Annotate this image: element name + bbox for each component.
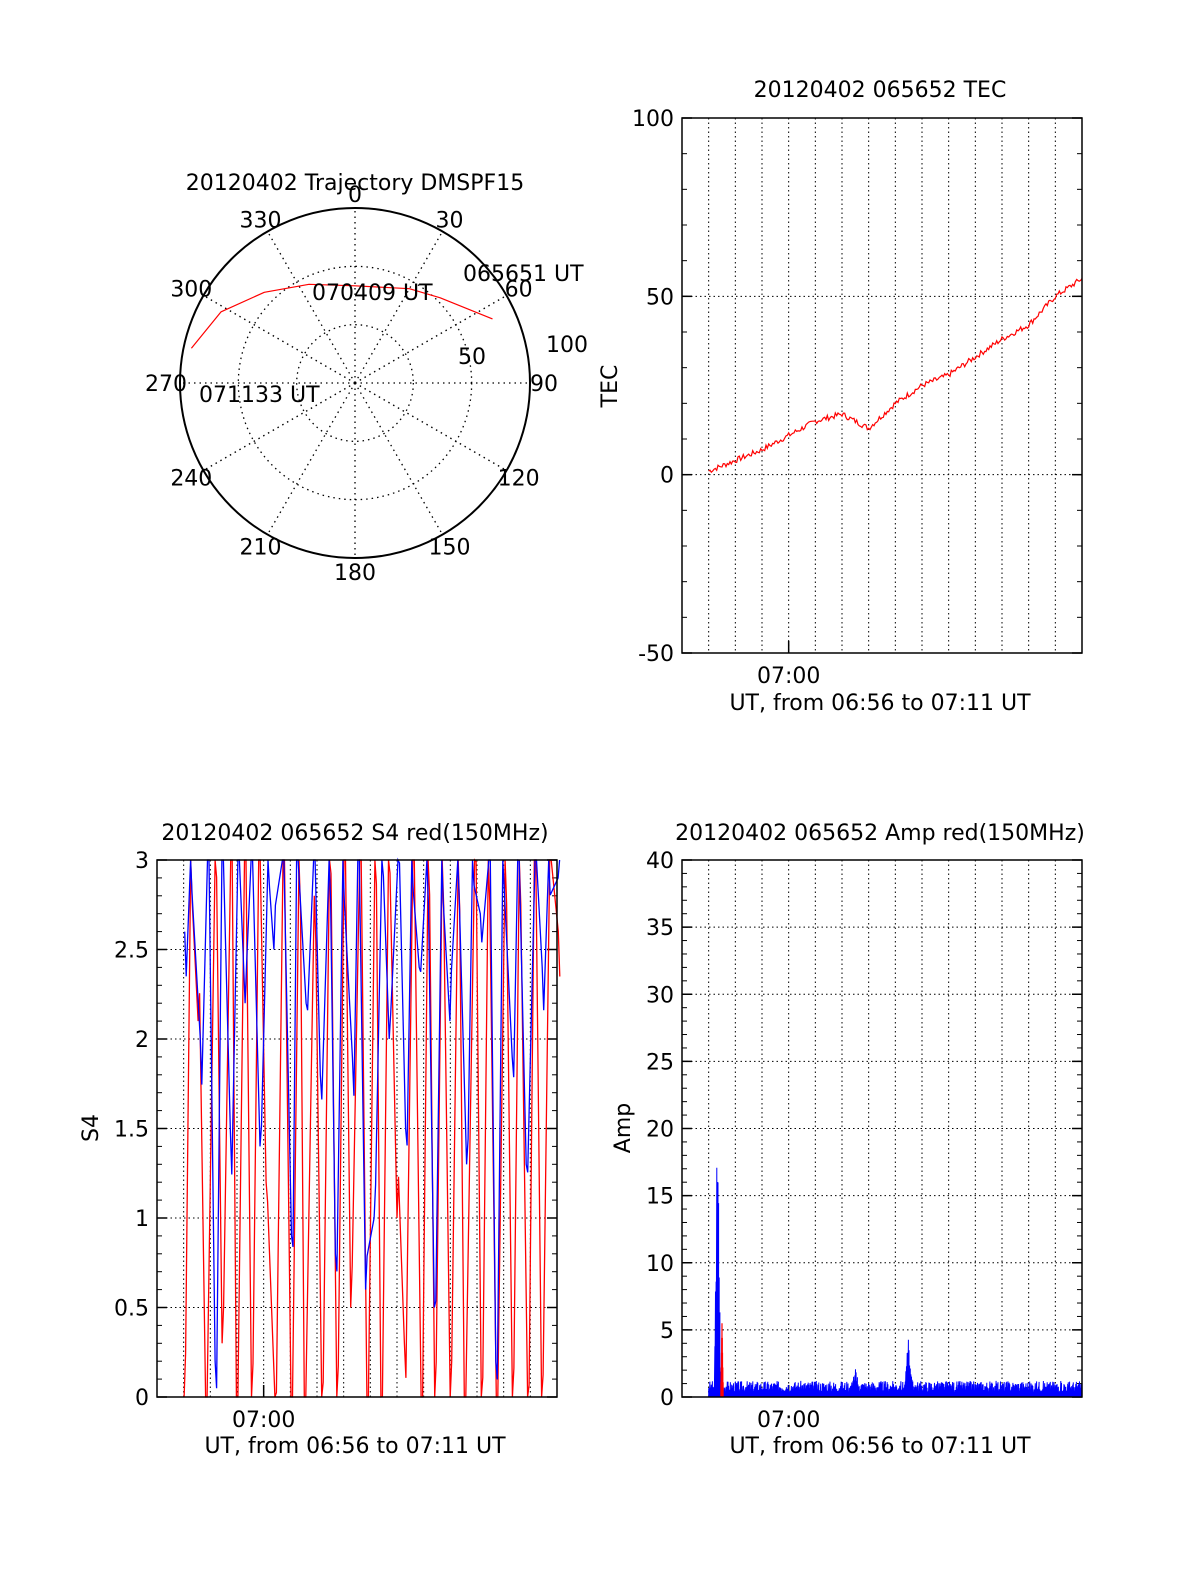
ytick-label: 2 <box>135 1028 149 1053</box>
ytick-label: 0 <box>135 1386 149 1411</box>
polar-outer-ring <box>179 207 531 559</box>
ytick-label: 0.5 <box>114 1297 149 1322</box>
s4-title: 20120402 065652 S4 red(150MHz) <box>161 821 548 846</box>
amp-series-red <box>720 1323 724 1398</box>
ytick-label: 40 <box>646 849 674 874</box>
amp-xlabel: UT, from 06:56 to 07:11 UT <box>729 1434 1031 1459</box>
polar-radius-label: 50 <box>458 345 486 370</box>
polar-angle-label: 60 <box>505 278 533 303</box>
ytick-label: 0 <box>660 1386 674 1411</box>
polar-spoke-120 <box>354 382 507 472</box>
polar-angle-label: 180 <box>334 561 376 586</box>
trajectory-title: 20120402 Trajectory DMSPF15 <box>186 171 524 196</box>
polar-angle-label: 270 <box>145 372 187 397</box>
polar-spoke-330 <box>266 231 356 384</box>
polar-track <box>190 283 493 349</box>
polar-spoke-300 <box>203 294 356 384</box>
ytick-label: 25 <box>646 1050 674 1075</box>
amp-panel: 20120402 065652 Amp red(150MHz) 40 35 30 25… <box>611 821 1085 1459</box>
plot-frame <box>681 117 1083 654</box>
polar-spoke-150 <box>354 382 444 535</box>
s4-series-blue <box>184 857 561 1389</box>
polar-angle-label: 120 <box>498 467 540 492</box>
amp-plot: 40 35 30 25 20 15 10 5 0 07:00 <box>646 849 1083 1433</box>
amp-ylabel: Amp <box>611 1103 636 1153</box>
ytick-label: 5 <box>660 1319 674 1344</box>
polar-angle-label: 90 <box>530 372 558 397</box>
ytick-label: 30 <box>646 983 674 1008</box>
tec-ylabel: TEC <box>598 365 623 409</box>
tec-plot: 100 50 0 -50 07:00 <box>632 107 1083 689</box>
s4-series-red <box>183 858 561 1398</box>
ytick-label: -50 <box>638 642 674 667</box>
ytick-label: 20 <box>646 1118 674 1143</box>
polar-angle-label: 30 <box>436 208 464 233</box>
polar-angle-label: 330 <box>240 208 282 233</box>
polar-angle-label: 210 <box>240 536 282 561</box>
ytick-label: 15 <box>646 1185 674 1210</box>
xtick-label: 07:00 <box>757 664 820 689</box>
ytick-label: 50 <box>646 285 674 310</box>
ytick-label: 10 <box>646 1252 674 1277</box>
xtick-label: 07:00 <box>757 1408 820 1433</box>
ytick-label: 1.5 <box>114 1118 149 1143</box>
annotation-start: 065651 UT <box>463 262 584 287</box>
s4-xlabel: UT, from 06:56 to 07:11 UT <box>204 1434 506 1459</box>
amp-series-blue <box>708 1167 1083 1398</box>
tec-panel: 20120402 065652 TEC 100 50 0 -50 07:00 UT, f… <box>598 78 1083 716</box>
s4-plot: 3 2.5 2 1.5 1 0.5 0 07:00 <box>114 849 561 1433</box>
amp-title: 20120402 065652 Amp red(150MHz) <box>675 821 1085 846</box>
polar-grid <box>179 207 531 559</box>
polar-angle-label: 300 <box>170 278 212 303</box>
annotation-end: 071133 UT <box>199 383 320 408</box>
ytick-label: 35 <box>646 916 674 941</box>
trajectory-panel: 20120402 Trajectory DMSPF15 0 30 60 90 120 15… <box>145 171 588 586</box>
ytick-label: 2.5 <box>114 939 149 964</box>
polar-spoke-30 <box>354 231 444 384</box>
polar-angle-label: 150 <box>429 536 471 561</box>
plot-frame <box>681 859 1083 1398</box>
polar-ring-0 <box>296 324 414 442</box>
tec-xlabel: UT, from 06:56 to 07:11 UT <box>729 691 1031 716</box>
ytick-label: 3 <box>135 849 149 874</box>
tec-series-line <box>708 278 1083 474</box>
annotation-mid: 070409 UT <box>312 281 433 306</box>
ytick-label: 1 <box>135 1207 149 1232</box>
ytick-label: 0 <box>660 464 674 489</box>
polar-angle-label: 0 <box>348 183 362 208</box>
tec-title: 20120402 065652 TEC <box>754 78 1007 103</box>
polar-radius-label: 100 <box>546 333 588 358</box>
trajectory-track <box>190 283 493 349</box>
plot-frame <box>156 859 558 1398</box>
polar-labels: 0 30 60 90 120 150 180 210 240 270 300 330 50 100 <box>145 183 588 586</box>
polar-angle-label: 240 <box>170 467 212 492</box>
s4-panel: 20120402 065652 S4 red(150MHz) 3 2.5 2 1.5 1… <box>79 821 561 1459</box>
xtick-label: 07:00 <box>232 1408 295 1433</box>
s4-ylabel: S4 <box>79 1114 104 1142</box>
ytick-label: 100 <box>632 107 674 132</box>
